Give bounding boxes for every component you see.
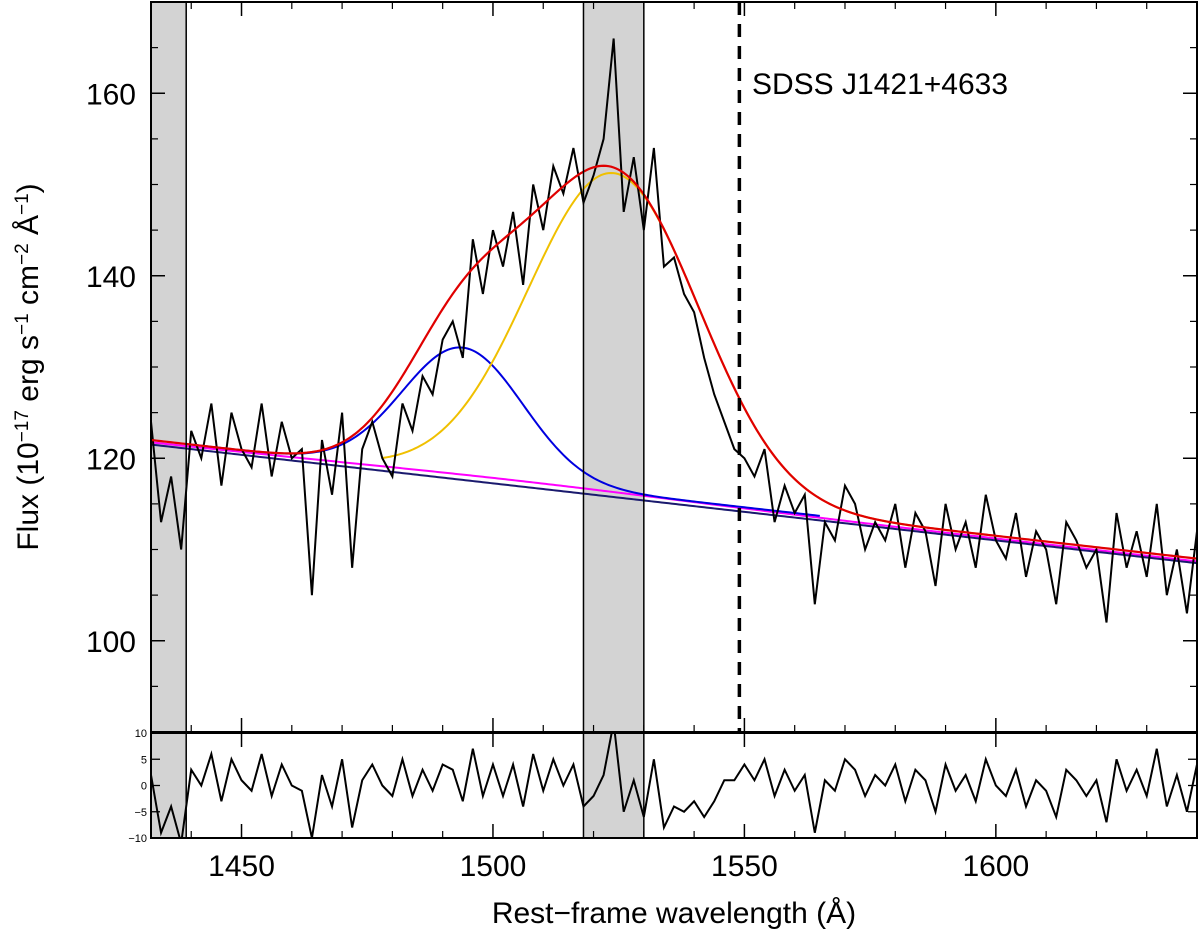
ylabel-mid2: cm [12,265,45,313]
y-axis-title: Flux (10−17 erg s−1 cm−2 Å−1) [12,183,46,550]
ylabel-exp3: −2 [12,243,33,265]
main-plot [151,38,1197,623]
ylabel-suffix: ) [12,183,45,193]
object-name-annotation: SDSS J1421+4633 [752,68,1008,101]
resid-tick-label-4: −10 [128,833,147,845]
y-tick-label-2: 140 [86,261,136,294]
ylabel-exp2: −1 [12,313,33,335]
ylabel-mid1: erg s [12,335,45,410]
main-mask-regions [151,2,644,732]
total-fit-line [151,164,1197,560]
residual-plot [151,733,1197,838]
x-tick-label-0: 1450 [208,850,275,883]
x-tick-label-1: 1500 [460,850,527,883]
mask-region-residual-1 [583,733,644,838]
residual-line [151,733,1197,838]
main-axes-frame [150,1,1198,733]
resid-tick-label-1: 5 [141,754,147,766]
x-tick-label-2: 1550 [711,850,778,883]
continuum-navy-line [151,443,1197,565]
y-tick-label-3: 160 [86,78,136,111]
mask-region-1 [583,2,644,732]
observed-spectrum-line [151,38,1197,623]
resid-tick-label-2: 0 [141,781,147,793]
resid-tick-label-3: −5 [134,807,147,819]
y-tick-label-1: 120 [86,443,136,476]
ylabel-exp4: −1 [12,193,33,215]
ylabel-mid3: Å [12,215,45,243]
ylabel-prefix: Flux (10 [12,442,45,550]
axes-frames [150,1,1198,839]
axis-ticks: 1450 1500 1550 1600 100 120 140 160 10 5 0 −5 −10 [86,2,1198,883]
gaussian-blue-line [191,346,820,517]
ylabel-exp1: −17 [12,410,33,442]
x-tick-label-3: 1600 [962,850,1029,883]
resid-tick-label-0: 10 [135,728,147,740]
residual-mask-regions [151,733,644,838]
x-axis-title: Rest−frame wavelength (Å) [492,897,856,930]
y-tick-label-0: 100 [86,626,136,659]
